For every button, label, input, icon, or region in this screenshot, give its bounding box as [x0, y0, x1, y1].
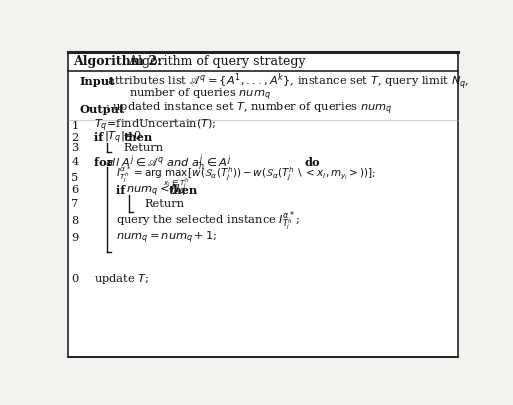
- Text: 7: 7: [71, 198, 78, 209]
- Text: 8: 8: [71, 216, 78, 226]
- Text: 3: 3: [71, 143, 78, 153]
- Text: 4: 4: [71, 158, 78, 167]
- Text: 5: 5: [71, 173, 78, 183]
- Text: 2: 2: [71, 133, 78, 143]
- Text: then: then: [124, 132, 153, 143]
- Text: $num_q < N_q$: $num_q < N_q$: [126, 182, 186, 199]
- Text: update $T$;: update $T$;: [94, 273, 149, 286]
- Text: Algorithm 2:: Algorithm 2:: [73, 55, 162, 68]
- Text: if: if: [94, 132, 107, 143]
- Text: 0: 0: [71, 274, 78, 284]
- Text: $T_q$=findUncertain$(T)$;: $T_q$=findUncertain$(T)$;: [94, 118, 216, 134]
- Text: : attributes list $\mathscr{A}^q = \{A^1,...,A^k\}$, instance set $T$, query lim: : attributes list $\mathscr{A}^q = \{A^1…: [100, 71, 469, 92]
- Text: $num_q = num_q + 1$;: $num_q = num_q + 1$;: [116, 230, 218, 246]
- Text: $|T_q|$=0: $|T_q|$=0: [104, 130, 143, 146]
- Text: 6: 6: [71, 185, 78, 196]
- Text: $I^{\alpha*}_{T^h_j} = \arg\max_{x_i \in T^h_j} [w(\mathcal{S}_\alpha(T^h_j)) - : $I^{\alpha*}_{T^h_j} = \arg\max_{x_i \in…: [116, 164, 376, 191]
- Text: Input: Input: [79, 77, 114, 87]
- Text: if: if: [116, 185, 129, 196]
- Text: query the selected instance $I^{\alpha*}_{T^h_j}$;: query the selected instance $I^{\alpha*}…: [116, 209, 300, 232]
- Text: Return: Return: [123, 143, 163, 153]
- Text: : updated instance set $T$, number of queries $\mathit{num_q}$: : updated instance set $T$, number of qu…: [105, 101, 392, 117]
- Text: $\mathit{all}$ $A^j \in \mathscr{A}^q$ $\mathit{and}$ $a^j_h \in A^j$: $\mathit{all}$ $A^j \in \mathscr{A}^q$ $…: [105, 152, 231, 173]
- FancyBboxPatch shape: [68, 52, 458, 357]
- Text: Output: Output: [79, 104, 125, 115]
- Text: then: then: [169, 185, 198, 196]
- Text: do: do: [305, 157, 320, 168]
- Text: number of queries $\mathit{num_q}$: number of queries $\mathit{num_q}$: [129, 86, 271, 102]
- Text: 1: 1: [71, 121, 78, 131]
- Text: Algorithm of query strategy: Algorithm of query strategy: [121, 55, 305, 68]
- Text: 9: 9: [71, 233, 78, 243]
- Text: Return: Return: [145, 198, 185, 209]
- Text: for: for: [94, 157, 116, 168]
